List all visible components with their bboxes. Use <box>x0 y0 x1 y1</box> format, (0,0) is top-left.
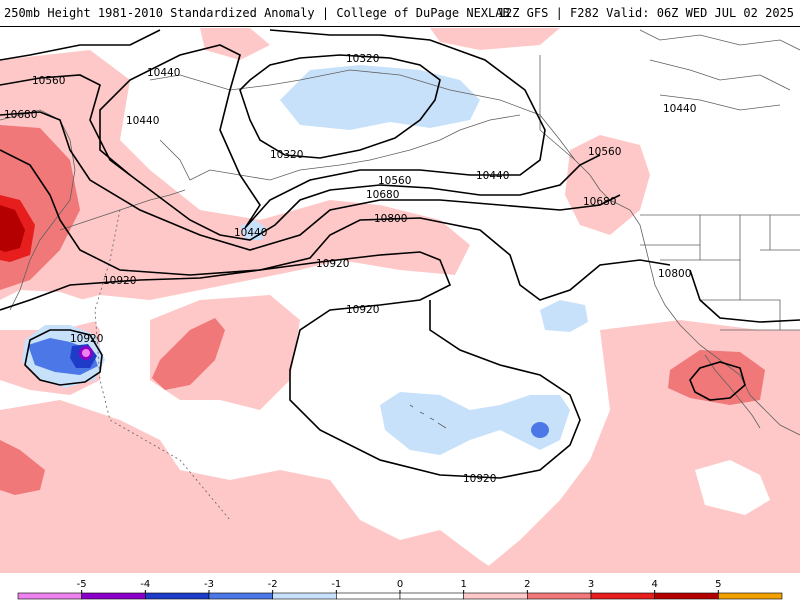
legend-label: -5 <box>77 579 87 590</box>
anomaly-map: 10440 10320 10560 10680 10440 10320 1044… <box>0 27 800 573</box>
contour-label: 10440 <box>234 227 267 239</box>
contour-10800-band <box>0 149 671 301</box>
pos1-region-north <box>200 28 270 60</box>
contour-label: 10560 <box>588 146 621 158</box>
legend-label: 2 <box>524 579 530 590</box>
zero-hole-3 <box>0 290 100 330</box>
coastlines-borders <box>0 29 800 521</box>
contour-10920-east <box>689 269 800 323</box>
contour-label: 10920 <box>316 258 349 270</box>
legend-swatch <box>81 592 146 600</box>
legend-swatch <box>654 592 719 600</box>
contour-label: 10680 <box>366 189 399 201</box>
contour-label: 10440 <box>663 103 696 115</box>
contour-label: 10680 <box>4 109 37 121</box>
contour-label: 10800 <box>658 268 691 280</box>
legend-label: -2 <box>268 579 278 590</box>
legend-swatch <box>272 592 337 600</box>
pos4-region-west <box>0 205 25 252</box>
contour-10920-low <box>24 329 103 386</box>
dateline <box>94 209 231 521</box>
legend-swatch <box>208 592 273 600</box>
legend-swatch <box>527 592 592 600</box>
map-title: 250mb Height 1981-2010 Standardized Anom… <box>4 6 510 20</box>
legend-swatch <box>399 592 464 600</box>
contour-label: 10920 <box>346 304 379 316</box>
contour-label: 10800 <box>374 213 407 225</box>
map-header: 250mb Height 1981-2010 Standardized Anom… <box>0 0 800 27</box>
contour-label: 10560 <box>378 175 411 187</box>
contour-label: 10320 <box>270 149 303 161</box>
state-lines <box>640 215 800 331</box>
legend-label: 5 <box>715 579 721 590</box>
aleutian-chain <box>59 189 186 231</box>
legend-label: -1 <box>331 579 341 590</box>
legend-label: 3 <box>588 579 594 590</box>
legend-swatch <box>590 592 655 600</box>
contour-label: 10920 <box>463 473 496 485</box>
alaska-coast <box>149 69 601 191</box>
pos1-region-south <box>0 400 500 573</box>
pos1-region-pnw <box>565 135 650 235</box>
contour-10320-north <box>239 54 441 159</box>
zero-hole-1 <box>165 410 245 465</box>
legend-label: -4 <box>140 579 150 590</box>
legend-label: 4 <box>651 579 657 590</box>
pos2-region-sw <box>0 440 45 495</box>
pos2-region-central <box>152 318 225 390</box>
legend-label: 1 <box>460 579 466 590</box>
pos1-region-north-2 <box>430 28 560 50</box>
contour-10680-west <box>0 111 621 251</box>
contour-label: 10680 <box>583 196 616 208</box>
pos1-region-west <box>0 50 470 395</box>
russia-coast <box>0 109 76 311</box>
contour-label: 10920 <box>70 333 103 345</box>
contour-10920-main <box>0 251 581 479</box>
color-legend: -5 -4 -3 -2 -1 0 1 2 3 4 5 <box>0 574 800 600</box>
neg2-region-hawaii <box>531 422 549 438</box>
na-west-coast <box>599 189 800 436</box>
pos2-region-baja <box>668 350 765 405</box>
arctic-islands <box>639 29 800 111</box>
alaska-canada-border <box>539 55 576 161</box>
contour-10440-top <box>0 29 546 229</box>
neg1-region-hawaii <box>380 392 570 455</box>
contour-label: 10320 <box>346 53 379 65</box>
neg1-region-north <box>280 65 480 130</box>
contour-label: 10920 <box>103 275 136 287</box>
legend-swatch <box>336 592 401 600</box>
neg1-region-east <box>540 300 588 332</box>
contour-label: 10440 <box>126 115 159 127</box>
zero-hole-2 <box>695 460 770 515</box>
neg5-core <box>82 349 90 357</box>
contour-labels: 10440 10320 10560 10680 10440 10320 1044… <box>4 53 696 485</box>
contour-label: 10440 <box>147 67 180 79</box>
contour-label: 10440 <box>476 170 509 182</box>
contour-label: 10560 <box>32 75 65 87</box>
legend-swatch <box>145 592 210 600</box>
legend-label: 0 <box>397 579 403 590</box>
legend-labels: -5 -4 -3 -2 -1 0 1 2 3 4 5 <box>77 579 722 593</box>
baja-peninsula <box>704 354 761 429</box>
hawaii-islands <box>409 404 447 429</box>
legend-swatch <box>718 592 783 600</box>
contour-10920-baja <box>689 361 746 401</box>
legend-swatches <box>17 592 783 600</box>
contour-10560-west <box>0 74 601 241</box>
height-contours <box>0 29 800 479</box>
legend-swatch <box>463 592 528 600</box>
legend-label: -3 <box>204 579 214 590</box>
legend-swatch <box>17 592 82 600</box>
model-run-info: 12Z GFS | F282 Valid: 06Z WED JUL 02 202… <box>497 6 794 20</box>
anomaly-shading <box>0 28 800 573</box>
